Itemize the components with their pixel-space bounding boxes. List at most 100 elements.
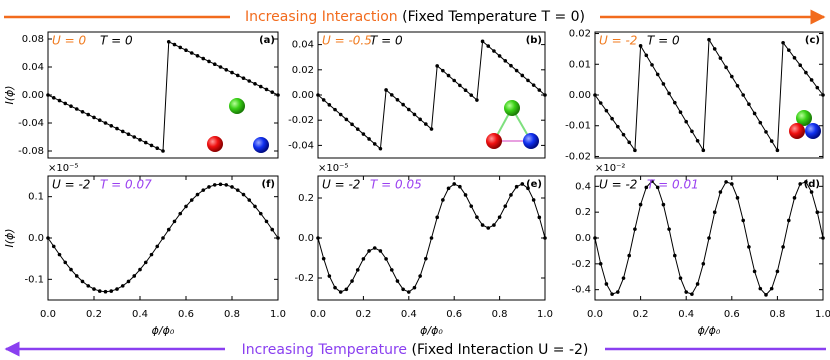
sphere <box>229 98 245 114</box>
sphere <box>253 137 269 153</box>
data-point <box>775 148 780 153</box>
data-point <box>401 287 405 292</box>
data-point <box>378 249 383 253</box>
sphere <box>207 136 223 152</box>
data-point <box>155 146 160 150</box>
data-point <box>429 236 434 240</box>
data-point <box>103 289 108 294</box>
data-point <box>138 267 142 272</box>
data-point <box>389 268 394 272</box>
data-point <box>792 196 797 200</box>
x-tick-label: 0.0 <box>310 309 326 320</box>
data-point <box>804 180 808 184</box>
annotation: U = -2 <box>599 178 637 192</box>
data-point <box>747 102 751 107</box>
panel-label: (f) <box>262 179 276 190</box>
annotation: T = 0.05 <box>370 178 422 192</box>
data-point <box>730 74 734 79</box>
data-point <box>707 37 711 42</box>
data-point <box>598 101 603 105</box>
data-point <box>80 110 85 114</box>
data-point <box>172 42 177 47</box>
y-offset-label: ×10⁻⁵ <box>48 163 78 174</box>
data-point <box>441 68 445 73</box>
x-tick-label: 0.8 <box>224 309 240 320</box>
y-tick-label: 0.0 <box>575 233 591 244</box>
data-point <box>712 210 717 214</box>
data-point <box>355 268 360 272</box>
y-tick-label: 0.00 <box>22 90 44 101</box>
data-point <box>212 183 217 187</box>
data-point <box>115 126 119 131</box>
data-point <box>610 292 614 296</box>
data-point <box>463 88 468 93</box>
annotation: T = 0.01 <box>647 178 699 192</box>
data-point <box>407 290 411 294</box>
data-point <box>673 253 677 258</box>
y-tick-label: -0.04 <box>18 118 44 129</box>
y-tick-label: 0.01 <box>569 59 591 70</box>
x-tick-label: 0.6 <box>724 309 740 320</box>
data-point <box>503 59 508 63</box>
data-point <box>627 253 631 258</box>
annotation: T = 0.07 <box>100 178 152 192</box>
data-point <box>384 257 388 261</box>
data-point <box>338 290 343 294</box>
panel: -0.04 -0.02 0.00 0.02 0.04 (b) U = -0.5T = 0 <box>288 31 547 159</box>
data-point <box>627 140 631 145</box>
data-point <box>350 279 354 283</box>
data-point <box>492 49 496 53</box>
data-point <box>218 182 223 187</box>
x-tick-label: 0.6 <box>446 309 462 320</box>
data-point <box>809 78 814 82</box>
data-point <box>690 129 694 134</box>
data-point <box>655 72 660 77</box>
y-tick-label: 0.04 <box>292 40 314 51</box>
data-point <box>372 142 377 146</box>
data-point <box>372 246 377 250</box>
data-point <box>769 286 774 291</box>
panel: -0.2 0.0 0.2 0.0 0.2 0.4 0.6 0.8 1.0 (e) U = -2 T =… <box>294 163 552 337</box>
data-point <box>63 260 68 265</box>
data-point <box>604 108 609 113</box>
top-caption: Increasing Interaction (Fixed Temperatur… <box>245 9 585 25</box>
sphere <box>805 123 821 139</box>
sphere <box>486 133 502 149</box>
data-point <box>412 112 417 117</box>
data-point <box>350 122 354 127</box>
data-point <box>667 91 671 96</box>
y-tick-label: 0.02 <box>569 29 591 40</box>
data-point <box>758 120 763 125</box>
data-point <box>509 63 513 68</box>
data-point <box>695 282 700 286</box>
data-point <box>661 82 666 86</box>
data-point <box>718 56 723 60</box>
data-point <box>724 65 728 70</box>
data-point <box>69 104 73 108</box>
data-point <box>178 45 183 50</box>
y-tick-label: -0.02 <box>288 115 314 126</box>
data-point <box>673 100 677 105</box>
panel: -0.4 -0.2 0.0 0.2 0.4 0.0 0.2 0.4 0.6 0.8 1.0 (d) U … <box>571 163 830 337</box>
data-point <box>741 218 745 223</box>
sphere <box>523 133 539 149</box>
data-point <box>143 140 148 145</box>
data-point <box>424 122 428 126</box>
data-point <box>195 192 200 197</box>
data-point <box>480 223 485 227</box>
panel-label: (a) <box>259 35 275 46</box>
y-tick-label: -0.4 <box>571 285 591 296</box>
data-point <box>452 78 457 83</box>
data-point <box>418 117 422 122</box>
y-tick-label: 0.00 <box>292 90 314 101</box>
annotation: T = 0 <box>647 34 680 48</box>
data-point <box>86 284 91 288</box>
data-point <box>184 204 188 209</box>
x-tick-label: 0.2 <box>86 309 102 320</box>
data-point <box>241 76 246 80</box>
x-tick-label: 0.0 <box>587 309 603 320</box>
data-point <box>149 143 154 148</box>
y-tick-label: -0.04 <box>288 140 314 151</box>
x-tick-label: 0.4 <box>401 309 417 320</box>
x-tick-label: 0.8 <box>769 309 785 320</box>
